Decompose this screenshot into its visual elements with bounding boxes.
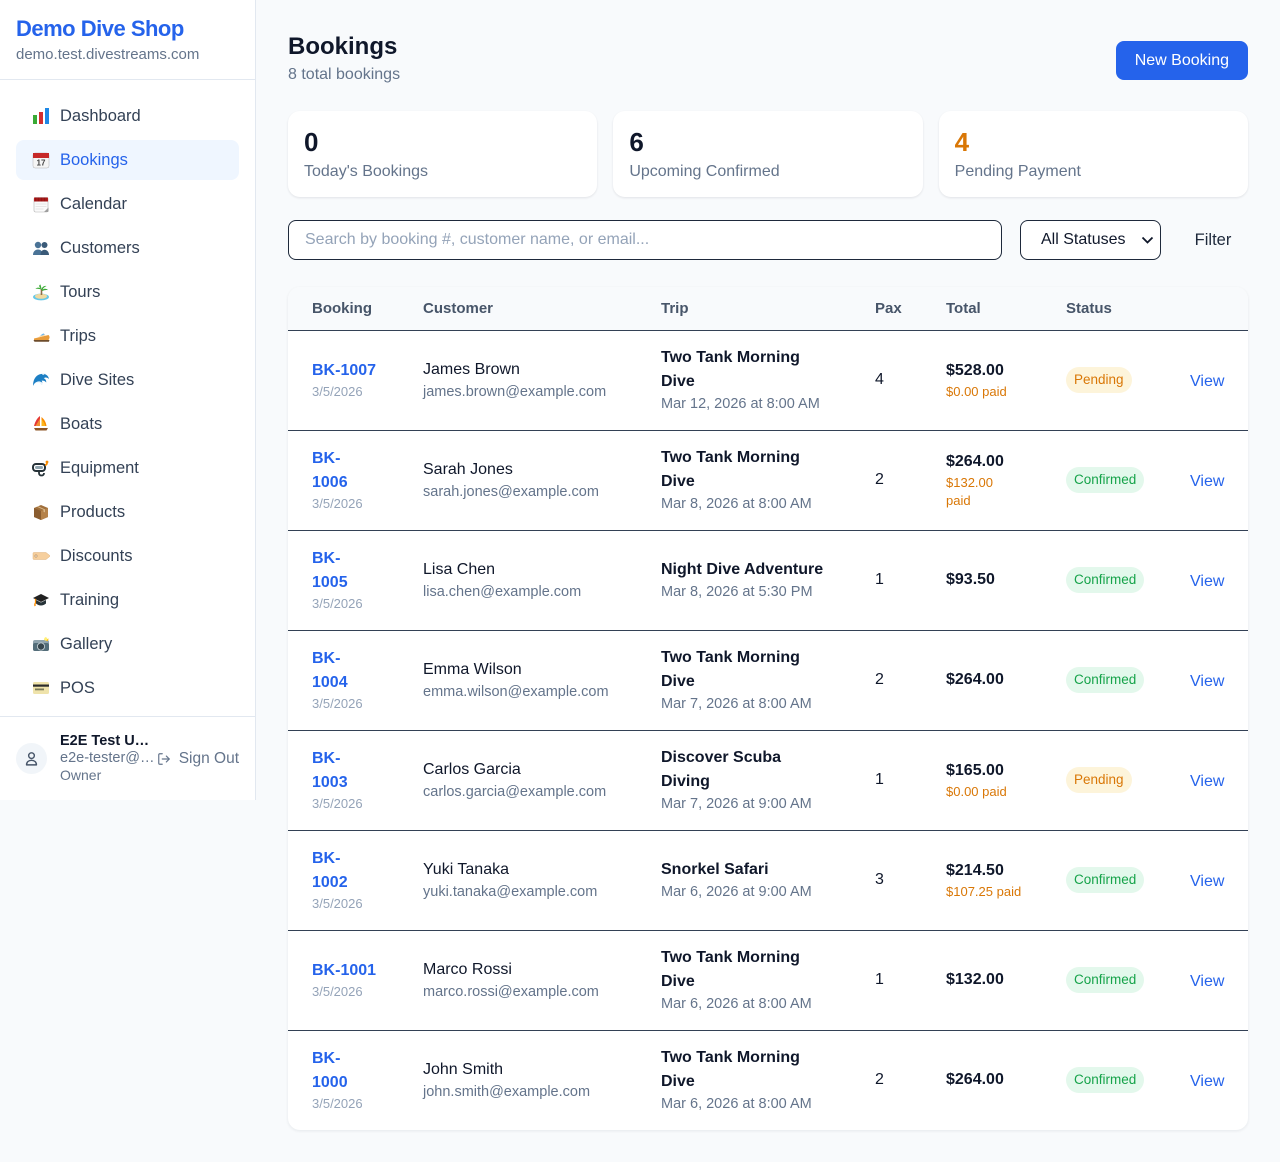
svg-text:17: 17 bbox=[37, 159, 46, 168]
